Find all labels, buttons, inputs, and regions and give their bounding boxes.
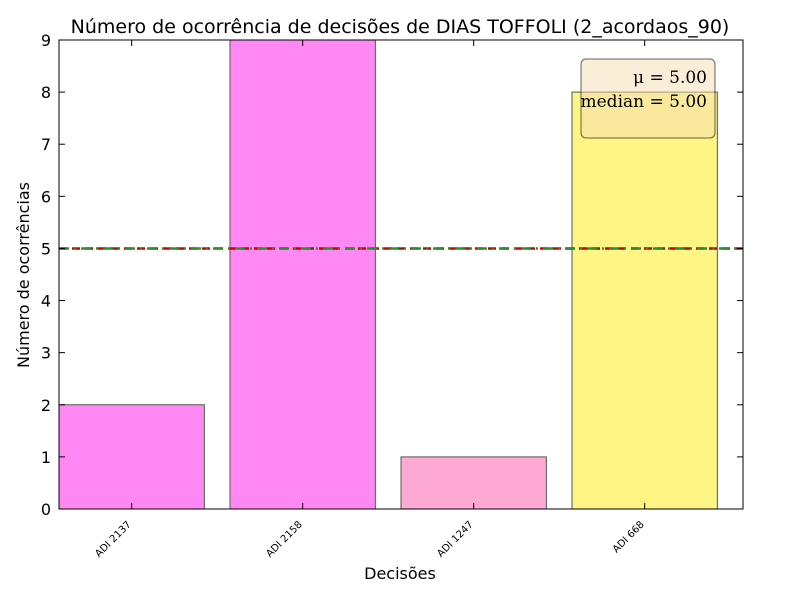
x-tick-label: ADI 2158	[264, 519, 304, 559]
x-tick-label: ADI 1247	[435, 519, 475, 559]
stats-mean-text: μ = 5.00	[633, 68, 707, 88]
y-tick-label: 9	[41, 31, 51, 50]
bar-adi-2137	[58, 404, 205, 510]
bar-adi-1247	[400, 456, 547, 510]
x-axis-label: Decisões	[364, 564, 436, 583]
stats-box-background	[580, 58, 716, 139]
bars-group	[58, 39, 718, 510]
bar-adi-668	[571, 91, 718, 510]
y-tick-label: 1	[41, 448, 51, 467]
bar-adi-2158	[229, 39, 376, 510]
chart-title: Número de ocorrência de decisões de DIAS…	[71, 16, 730, 38]
y-tick-label: 5	[41, 239, 51, 258]
y-tick-label: 2	[41, 396, 51, 415]
y-tick-label: 7	[41, 135, 51, 154]
x-tick-label: ADI 2137	[93, 519, 133, 559]
x-tick-label: ADI 668	[611, 519, 647, 555]
y-tick-label: 6	[41, 187, 51, 206]
y-tick-label: 3	[41, 344, 51, 363]
y-tick-label: 0	[41, 500, 51, 519]
y-axis-ticks: 0 1 2 3 4 5 6 7 8 9	[41, 31, 743, 519]
stats-box: μ = 5.00 median = 5.00	[580, 58, 716, 139]
plot-frame	[58, 39, 744, 510]
y-tick-label: 4	[41, 292, 51, 311]
y-tick-label: 8	[41, 83, 51, 102]
stats-median-text: median = 5.00	[581, 92, 708, 112]
y-axis-label: Número de ocorrências	[14, 182, 33, 368]
